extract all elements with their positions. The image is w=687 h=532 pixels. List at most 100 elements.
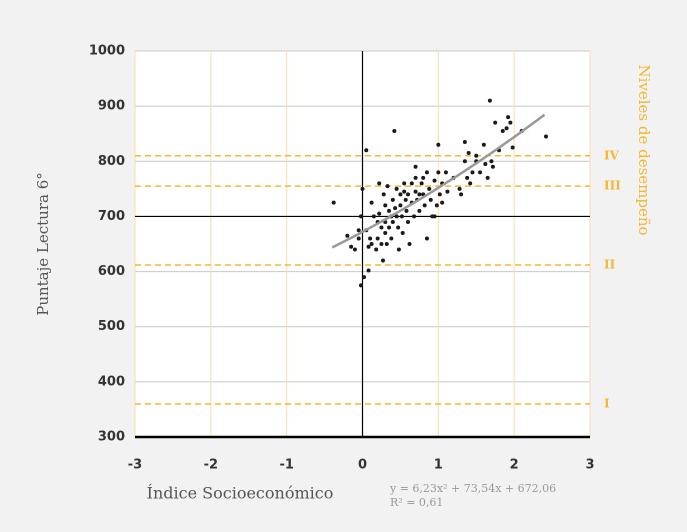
point — [474, 153, 479, 158]
point — [352, 247, 357, 252]
y-tick-label: 800 — [98, 154, 125, 169]
point — [379, 242, 384, 246]
point — [398, 203, 403, 208]
point — [508, 120, 513, 125]
x-tick-label: -2 — [204, 458, 218, 473]
point — [383, 203, 388, 208]
point — [487, 98, 492, 103]
y-tick-label: 500 — [98, 319, 125, 334]
point — [428, 197, 433, 202]
point — [403, 197, 408, 202]
point — [489, 159, 494, 164]
trend-equation: y = 6,23x² + 73,54x + 672,06 — [389, 482, 556, 495]
point — [413, 164, 418, 169]
y-tick-label: 400 — [98, 374, 125, 389]
point — [437, 192, 442, 197]
point — [399, 214, 404, 219]
point — [402, 189, 407, 194]
point — [406, 219, 410, 224]
point — [393, 206, 398, 211]
point — [462, 139, 467, 144]
point — [434, 203, 439, 208]
point — [445, 189, 450, 194]
point — [412, 214, 417, 219]
point — [457, 186, 462, 191]
level-label: III — [604, 179, 621, 193]
x-tick-label: 3 — [585, 458, 594, 473]
point — [544, 134, 549, 139]
point — [440, 200, 445, 205]
point — [413, 189, 418, 194]
y-tick-label: 900 — [98, 99, 125, 114]
point — [500, 128, 505, 133]
point — [436, 142, 441, 147]
point — [387, 225, 392, 230]
point — [390, 219, 395, 224]
point — [424, 170, 429, 175]
point — [493, 120, 498, 125]
point — [349, 244, 354, 249]
point — [481, 142, 486, 147]
x-tick-label: 2 — [510, 458, 519, 473]
point — [396, 225, 401, 230]
point — [384, 242, 389, 246]
point — [409, 181, 414, 186]
x-tick-label: -3 — [128, 458, 142, 473]
point — [345, 233, 350, 238]
point — [417, 208, 422, 213]
point — [380, 258, 385, 263]
trend-line — [331, 113, 546, 249]
point — [394, 186, 399, 191]
point — [432, 178, 437, 183]
level-label: II — [604, 257, 616, 271]
point — [366, 268, 371, 273]
point — [466, 151, 471, 156]
point — [485, 175, 490, 180]
point — [383, 230, 388, 235]
point — [490, 164, 495, 169]
point — [362, 275, 367, 280]
trend-r2: R² = 0,61 — [390, 496, 443, 509]
point — [366, 244, 371, 249]
point — [381, 192, 386, 197]
x-axis-label: Índice Socioeconómico — [147, 483, 334, 503]
point — [356, 228, 361, 233]
point — [371, 214, 376, 219]
point — [360, 186, 365, 191]
point — [369, 242, 374, 246]
point — [358, 214, 363, 219]
point — [468, 181, 473, 186]
point — [394, 214, 399, 219]
point — [375, 236, 380, 241]
point — [413, 175, 418, 180]
point — [390, 197, 395, 202]
point — [385, 184, 390, 189]
point — [392, 128, 397, 133]
point — [421, 175, 426, 180]
y-tick-label: 600 — [98, 264, 125, 279]
point — [470, 170, 475, 175]
point — [364, 148, 369, 153]
point — [427, 186, 432, 191]
point — [400, 230, 405, 235]
point — [377, 211, 382, 216]
point — [356, 236, 361, 241]
point — [398, 192, 403, 197]
point — [465, 175, 470, 180]
point — [374, 247, 379, 252]
point — [436, 170, 441, 175]
level-label: I — [604, 396, 610, 410]
point — [377, 181, 382, 186]
x-tick-label: -1 — [279, 458, 293, 473]
point — [387, 208, 392, 213]
x-tick-label: 0 — [358, 458, 367, 473]
point — [443, 170, 448, 175]
y-tick-label: 300 — [98, 430, 125, 445]
point — [462, 159, 467, 164]
point — [504, 126, 509, 131]
point — [419, 181, 424, 186]
point — [379, 225, 384, 230]
point — [483, 162, 488, 167]
point — [368, 236, 373, 241]
